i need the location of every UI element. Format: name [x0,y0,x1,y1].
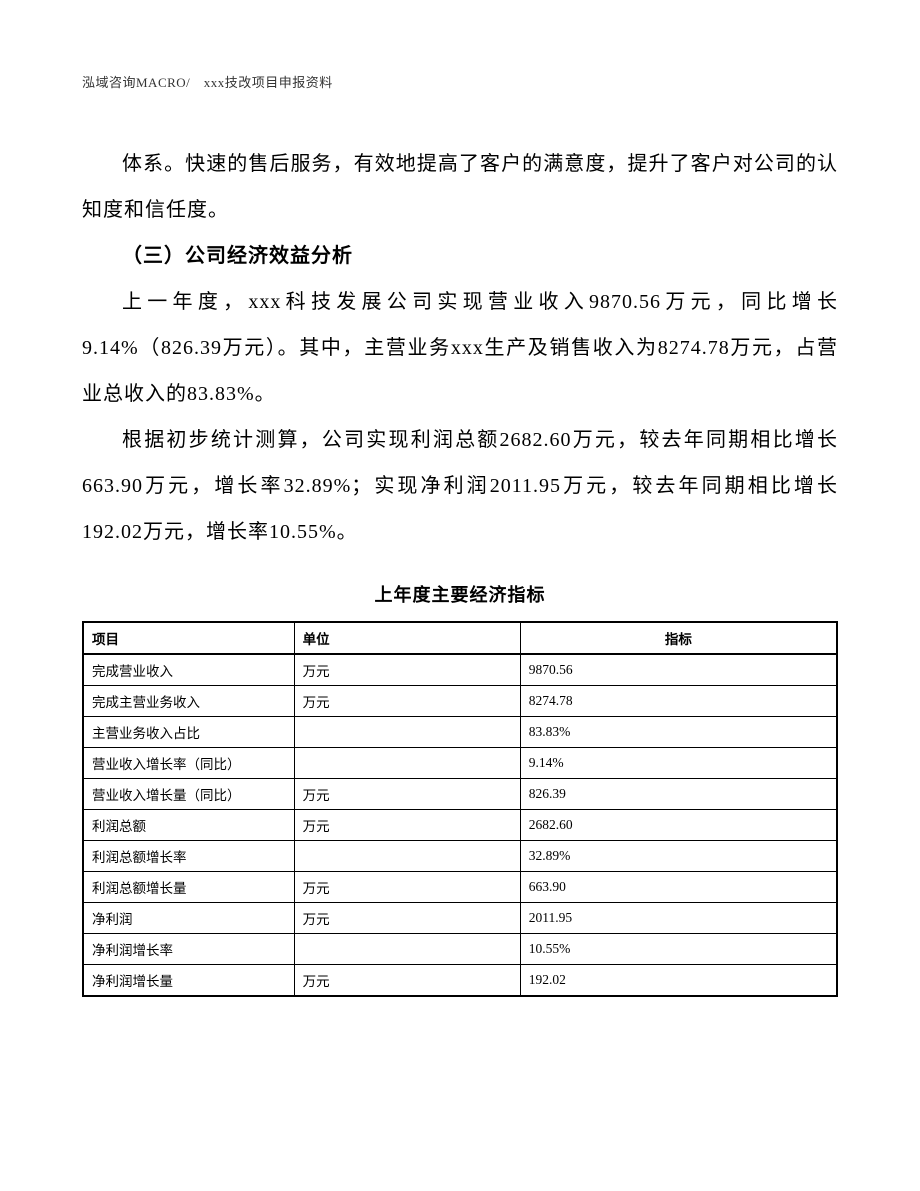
table-row: 完成主营业务收入 万元 8274.78 [83,686,837,717]
table-cell-value: 192.02 [520,965,837,997]
table-cell-item: 利润总额 [83,810,294,841]
table-cell-value: 2682.60 [520,810,837,841]
table-cell-unit [294,841,520,872]
table-cell-item: 利润总额增长率 [83,841,294,872]
table-row: 营业收入增长量（同比） 万元 826.39 [83,779,837,810]
table-cell-item: 净利润增长量 [83,965,294,997]
table-header-item: 项目 [83,622,294,654]
section-heading: （三）公司经济效益分析 [82,233,838,279]
table-cell-item: 营业收入增长量（同比） [83,779,294,810]
table-cell-unit [294,748,520,779]
paragraph-3: 根据初步统计测算，公司实现利润总额2682.60万元，较去年同期相比增长663.… [82,417,838,555]
table-cell-item: 净利润增长率 [83,934,294,965]
table-cell-value: 10.55% [520,934,837,965]
table-cell-value: 83.83% [520,717,837,748]
table-row: 净利润增长率 10.55% [83,934,837,965]
table-row: 营业收入增长率（同比） 9.14% [83,748,837,779]
table-header-row: 项目 单位 指标 [83,622,837,654]
document-body: 体系。快速的售后服务，有效地提高了客户的满意度，提升了客户对公司的认知度和信任度… [82,141,838,555]
table-header-unit: 单位 [294,622,520,654]
paragraph-1: 体系。快速的售后服务，有效地提高了客户的满意度，提升了客户对公司的认知度和信任度… [82,141,838,233]
table-row: 利润总额 万元 2682.60 [83,810,837,841]
table-cell-value: 8274.78 [520,686,837,717]
table-row: 利润总额增长率 32.89% [83,841,837,872]
table-cell-value: 663.90 [520,872,837,903]
table-cell-item: 完成主营业务收入 [83,686,294,717]
table-cell-unit: 万元 [294,779,520,810]
table-cell-unit: 万元 [294,903,520,934]
paragraph-2: 上一年度，xxx科技发展公司实现营业收入9870.56万元，同比增长9.14%（… [82,279,838,417]
table-title: 上年度主要经济指标 [82,581,838,607]
table-cell-item: 营业收入增长率（同比） [83,748,294,779]
table-row: 完成营业收入 万元 9870.56 [83,654,837,686]
table-row: 利润总额增长量 万元 663.90 [83,872,837,903]
table-cell-unit [294,934,520,965]
table-header-value: 指标 [520,622,837,654]
table-cell-item: 利润总额增长量 [83,872,294,903]
table-row: 净利润增长量 万元 192.02 [83,965,837,997]
page-header: 泓域咨询MACRO/ xxx技改项目申报资料 [82,72,838,91]
table-cell-item: 净利润 [83,903,294,934]
table-cell-unit [294,717,520,748]
table-row: 主营业务收入占比 83.83% [83,717,837,748]
table-row: 净利润 万元 2011.95 [83,903,837,934]
table-cell-value: 32.89% [520,841,837,872]
table-cell-value: 9.14% [520,748,837,779]
table-cell-item: 主营业务收入占比 [83,717,294,748]
table-body: 完成营业收入 万元 9870.56 完成主营业务收入 万元 8274.78 主营… [83,654,837,996]
table-cell-value: 2011.95 [520,903,837,934]
table-cell-unit: 万元 [294,872,520,903]
table-cell-unit: 万元 [294,965,520,997]
economic-indicators-table: 项目 单位 指标 完成营业收入 万元 9870.56 完成主营业务收入 万元 8… [82,621,838,997]
table-cell-unit: 万元 [294,686,520,717]
table-cell-value: 9870.56 [520,654,837,686]
table-cell-value: 826.39 [520,779,837,810]
table-cell-item: 完成营业收入 [83,654,294,686]
table-cell-unit: 万元 [294,810,520,841]
table-cell-unit: 万元 [294,654,520,686]
